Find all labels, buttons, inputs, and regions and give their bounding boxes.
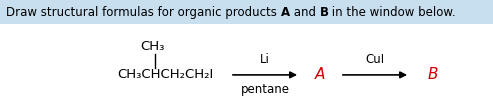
Text: B: B [428,67,438,82]
Text: A: A [281,6,290,19]
Text: CuI: CuI [365,53,385,66]
Text: B: B [319,6,328,19]
Text: and: and [290,6,319,19]
Text: CH₃CHCH₂CH₂I: CH₃CHCH₂CH₂I [117,68,213,81]
Text: A: A [315,67,325,82]
Text: Li: Li [260,53,270,66]
Text: in the window below.: in the window below. [328,6,456,19]
Text: Draw structural formulas for organic products: Draw structural formulas for organic pro… [6,6,281,19]
Text: CH₃: CH₃ [140,40,164,53]
Text: pentane: pentane [241,83,289,96]
